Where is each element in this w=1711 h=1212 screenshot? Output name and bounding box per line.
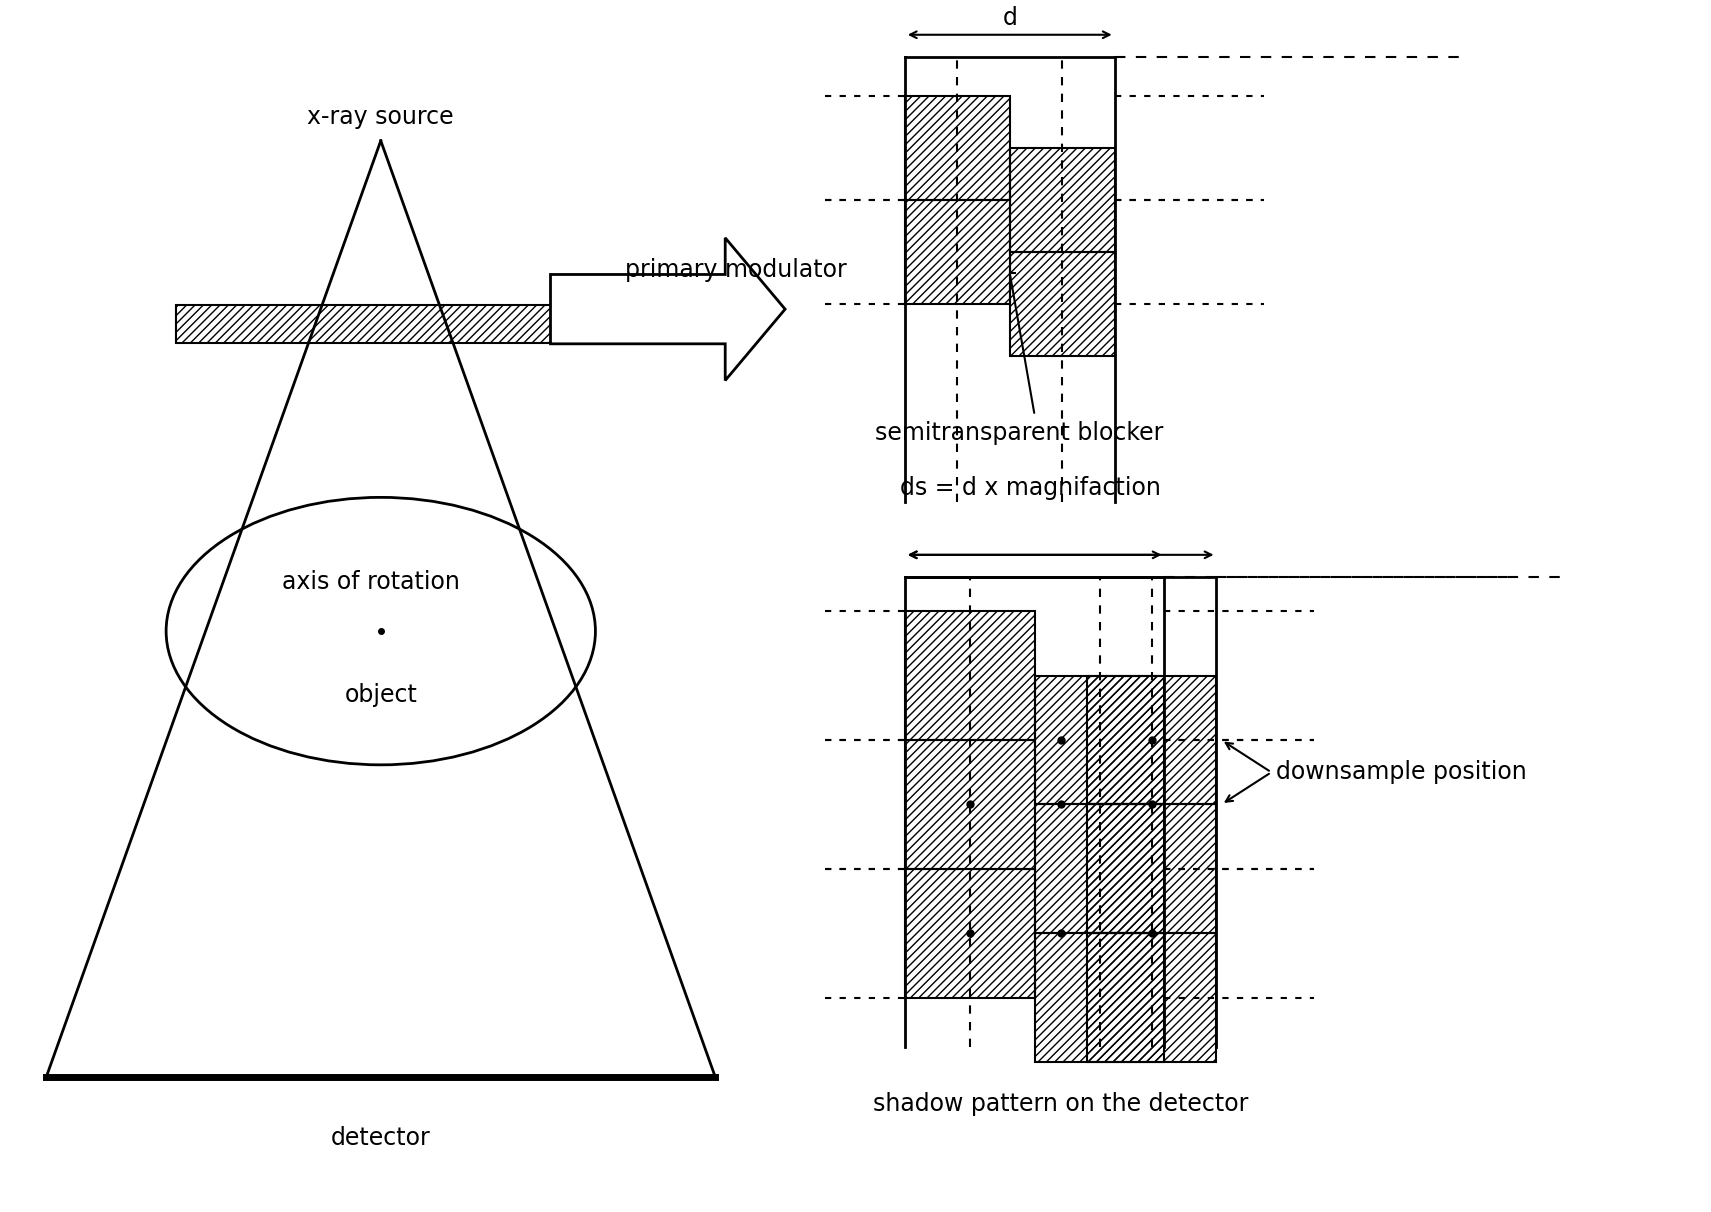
Bar [1035,805,1165,933]
Text: x-ray source: x-ray source [308,105,453,128]
Polygon shape [551,238,785,381]
Text: shadow pattern on the detector: shadow pattern on the detector [873,1092,1249,1116]
Text: detector: detector [330,1126,431,1150]
Bar [1035,933,1165,1062]
Bar [1086,675,1217,805]
Text: primary modulator: primary modulator [626,257,847,281]
Bar [176,305,595,343]
Bar [905,200,1009,304]
Text: d: d [1003,6,1016,30]
Bar [905,741,1035,869]
Text: ds = d x magnifaction: ds = d x magnifaction [900,476,1160,501]
Text: object: object [344,684,417,708]
Text: downsample position: downsample position [1276,760,1526,784]
Bar [905,96,1009,200]
Bar [1009,252,1114,356]
Bar [1035,675,1165,805]
Text: semitransparent blocker: semitransparent blocker [874,421,1163,445]
Text: axis of rotation: axis of rotation [282,570,460,594]
Bar [905,869,1035,997]
Bar [1086,805,1217,933]
Bar [1086,933,1217,1062]
Bar [1009,148,1114,252]
Bar [905,611,1035,741]
